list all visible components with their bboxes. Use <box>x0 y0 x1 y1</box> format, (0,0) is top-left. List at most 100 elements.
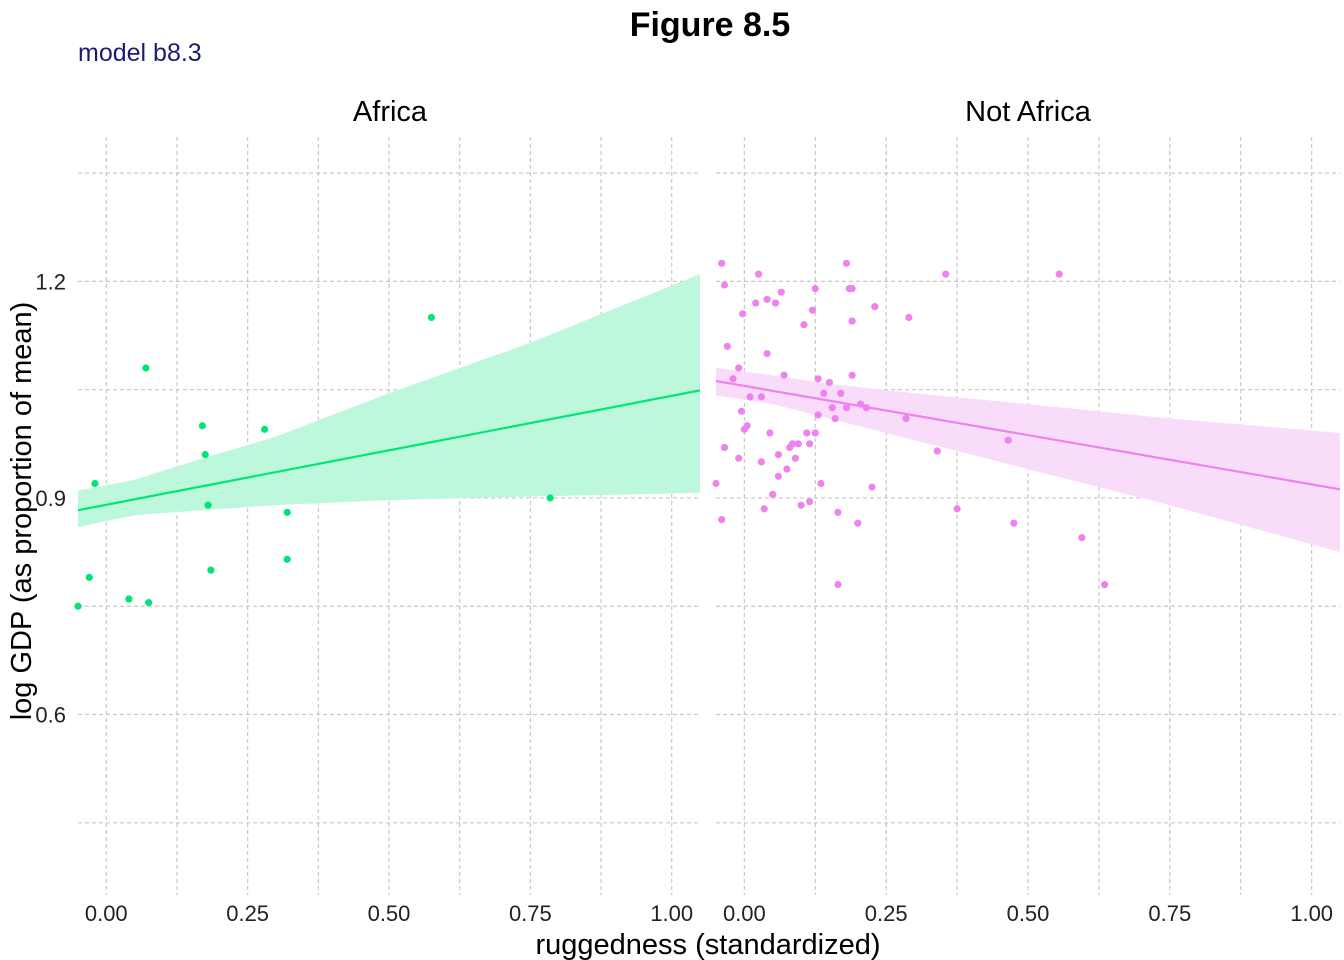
data-point-not-africa <box>757 393 765 401</box>
data-point-not-africa <box>752 299 760 307</box>
data-point-not-africa <box>834 580 842 589</box>
data-point-africa <box>198 422 206 430</box>
data-point-africa <box>91 479 99 488</box>
data-point-not-africa <box>777 288 785 296</box>
data-point-not-africa <box>791 454 800 462</box>
data-point-not-africa <box>814 411 822 419</box>
fit-line-africa <box>77 389 701 512</box>
data-point-not-africa <box>743 422 751 430</box>
data-point-not-africa <box>806 440 814 448</box>
data-point-not-africa <box>1010 519 1018 527</box>
data-point-not-africa <box>803 429 811 437</box>
data-point-not-africa <box>1004 436 1012 444</box>
data-point-not-africa <box>871 303 879 311</box>
data-point-not-africa <box>868 483 876 491</box>
chart-title: Figure 8.5 <box>630 6 791 44</box>
x-tick-label: 0.25 <box>865 901 908 926</box>
data-point-not-africa <box>834 508 842 516</box>
data-point-africa <box>261 425 269 433</box>
data-point-not-africa <box>746 393 754 401</box>
data-point-not-africa <box>842 404 851 412</box>
data-point-not-africa <box>763 295 771 304</box>
data-point-not-africa <box>814 375 822 383</box>
data-point-not-africa <box>808 306 817 314</box>
data-point-not-africa <box>763 349 771 358</box>
data-point-africa <box>283 508 291 516</box>
data-point-not-africa <box>1055 270 1063 278</box>
data-point-not-africa <box>811 285 819 293</box>
confidence-ribbon-not-africa <box>716 368 1340 553</box>
x-tick-label: 0.00 <box>85 901 128 926</box>
data-point-africa <box>74 602 82 610</box>
data-point-not-africa <box>757 458 765 466</box>
data-point-not-africa <box>771 299 780 307</box>
data-point-not-africa <box>905 313 913 322</box>
data-point-africa <box>85 573 93 581</box>
data-point-not-africa <box>800 321 808 329</box>
data-point-not-africa <box>769 490 777 498</box>
data-point-africa <box>142 364 150 372</box>
panel-not-africa: 0.00 0.25 0.50 0.75 1.00 <box>712 137 1341 926</box>
data-point-not-africa <box>760 505 768 513</box>
data-point-not-africa <box>766 429 774 437</box>
data-point-not-africa <box>735 454 743 462</box>
panel-africa: 0.00 0.25 0.50 0.75 1.00 0.6 0.9 1.2 <box>35 137 701 926</box>
data-point-not-africa <box>797 501 805 509</box>
data-point-not-africa <box>848 317 856 325</box>
data-point-not-africa <box>780 371 788 379</box>
data-point-africa <box>204 501 212 509</box>
x-tick-label: 0.00 <box>723 901 766 926</box>
data-point-not-africa <box>828 404 836 412</box>
x-tick-label: 0.75 <box>1148 901 1191 926</box>
data-point-africa <box>283 555 291 563</box>
y-axis-title: log GDP (as proportion of mean) <box>6 302 38 721</box>
x-tick-label: 0.50 <box>368 901 411 926</box>
data-point-not-africa <box>848 371 856 379</box>
data-point-africa <box>207 566 215 574</box>
chart-subtitle: model b8.3 <box>78 39 202 67</box>
data-point-not-africa <box>848 285 856 293</box>
panel-label-not-africa: Not Africa <box>965 96 1092 128</box>
data-point-not-africa <box>712 479 720 488</box>
data-point-not-africa <box>854 519 862 527</box>
x-tick-label: 0.25 <box>226 901 269 926</box>
data-point-not-africa <box>825 378 834 387</box>
data-point-africa <box>427 313 436 322</box>
data-point-not-africa <box>718 259 726 267</box>
data-point-not-africa <box>902 414 910 423</box>
data-point-not-africa <box>831 414 839 423</box>
y-tick-label: 0.9 <box>35 486 66 511</box>
data-point-not-africa <box>1100 580 1109 589</box>
x-axis-title: ruggedness (standardized) <box>536 929 881 960</box>
data-point-not-africa <box>783 465 791 473</box>
data-point-not-africa <box>754 270 763 278</box>
data-point-not-africa <box>820 389 828 397</box>
data-point-not-africa <box>953 505 961 513</box>
data-point-not-africa <box>720 443 729 452</box>
data-point-not-africa <box>806 497 814 506</box>
x-tick-label: 0.75 <box>509 901 552 926</box>
y-tick-label: 0.6 <box>35 703 66 728</box>
data-point-africa <box>201 451 209 459</box>
data-point-not-africa <box>723 342 731 350</box>
data-point-not-africa <box>774 472 783 480</box>
confidence-ribbon-africa <box>78 274 700 527</box>
data-point-africa <box>125 595 133 603</box>
data-point-not-africa <box>774 451 783 459</box>
data-point-not-africa <box>811 429 819 437</box>
panel-label-africa: Africa <box>353 96 428 128</box>
data-point-not-africa <box>720 281 729 289</box>
x-tick-label: 0.50 <box>1007 901 1050 926</box>
data-point-not-africa <box>788 440 797 448</box>
data-point-not-africa <box>718 516 726 524</box>
x-tick-label: 1.00 <box>650 901 693 926</box>
data-point-not-africa <box>735 364 743 372</box>
y-tick-label: 1.2 <box>35 269 66 294</box>
data-point-not-africa <box>729 375 737 383</box>
data-point-not-africa <box>933 447 941 455</box>
data-point-not-africa <box>942 270 950 278</box>
data-point-not-africa <box>1078 534 1086 542</box>
data-point-not-africa <box>739 310 747 318</box>
data-point-not-africa <box>842 259 851 267</box>
